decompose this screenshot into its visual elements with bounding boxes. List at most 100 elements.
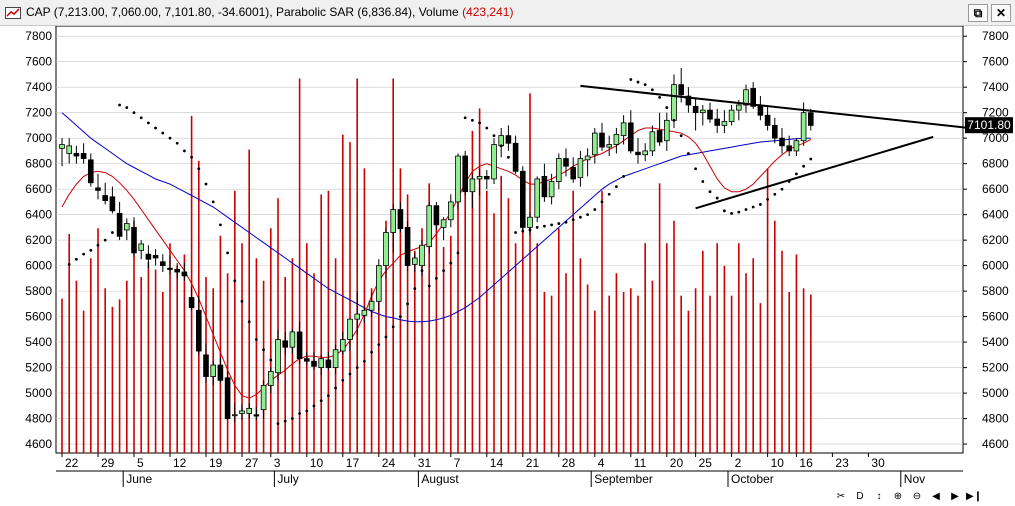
candle-down xyxy=(397,209,404,230)
zoom-out-icon[interactable]: ⊖ xyxy=(912,491,922,502)
y-tick-label-right: 5200 xyxy=(982,361,1009,375)
sar-dot xyxy=(197,167,201,171)
scroll-end-icon[interactable]: ▶❙ xyxy=(966,491,983,502)
candle-up xyxy=(267,371,274,386)
move-icon[interactable]: ↕ xyxy=(876,491,882,502)
sar-dot xyxy=(240,299,244,303)
sar-dot xyxy=(82,252,85,256)
sar-dot xyxy=(600,200,604,204)
candle-down xyxy=(303,358,310,362)
y-tick-label-right: 4800 xyxy=(982,412,1009,426)
sar-dot xyxy=(564,220,568,224)
candle-down xyxy=(325,359,332,369)
candle-down xyxy=(541,176,548,198)
scroll-right-icon[interactable]: ▶ xyxy=(951,491,959,502)
sar-dot xyxy=(67,262,71,266)
candle-down xyxy=(159,261,166,267)
sar-dot xyxy=(291,417,294,420)
y-tick-label-right: 7200 xyxy=(982,106,1009,120)
y-tick-label-left: 6600 xyxy=(25,182,52,196)
x-day-label: 24 xyxy=(382,456,396,470)
scroll-left-icon[interactable]: ◀ xyxy=(932,491,940,502)
draw-icon[interactable]: D xyxy=(856,491,864,502)
candle-up xyxy=(339,339,346,352)
sar-dot xyxy=(751,205,755,209)
y-tick-label-right: 6000 xyxy=(982,259,1009,273)
sar-dot xyxy=(298,412,301,415)
sar-dot xyxy=(276,422,280,426)
candle-down xyxy=(685,95,692,106)
candle-up xyxy=(390,209,396,233)
candle-down xyxy=(152,255,159,259)
x-month-label: June xyxy=(126,472,152,486)
sar-dot xyxy=(687,152,690,155)
sar-dot xyxy=(139,116,143,120)
candle-up xyxy=(548,181,555,198)
sar-dot xyxy=(615,185,618,189)
close-icon: ✕ xyxy=(995,6,1007,20)
candle-down xyxy=(404,226,411,267)
sar-dot xyxy=(255,338,258,341)
candle-up xyxy=(246,407,253,414)
sar-dot xyxy=(802,164,805,168)
sar-dot xyxy=(147,121,150,125)
sar-dot xyxy=(499,144,503,148)
candle-up xyxy=(318,358,324,369)
candle-down xyxy=(253,414,260,417)
y-tick-label-left: 5600 xyxy=(25,310,52,324)
y-tick-label-left: 5400 xyxy=(25,335,52,349)
sar-dot xyxy=(219,223,222,227)
restore-window-button[interactable]: ⧉ xyxy=(968,4,988,22)
close-window-button[interactable]: ✕ xyxy=(991,4,1011,22)
y-tick-label-left: 5000 xyxy=(25,386,52,400)
sar-dot xyxy=(773,192,777,196)
sar-dot xyxy=(406,302,409,306)
sar-dot xyxy=(528,228,532,232)
y-tick-label-right: 6400 xyxy=(982,208,1009,222)
sar-dot xyxy=(269,358,273,362)
sar-dot xyxy=(377,343,381,347)
candle-down xyxy=(786,145,792,152)
sar-dot xyxy=(435,276,438,280)
sar-dot xyxy=(161,131,165,135)
sar-dot xyxy=(701,180,705,183)
y-tick-label-left: 6800 xyxy=(25,157,52,171)
chart-title: CAP (7,213.00, 7,060.00, 7,101.80, -34.6… xyxy=(26,5,513,19)
x-day-label: 19 xyxy=(209,456,223,470)
candle-up xyxy=(275,339,281,374)
sar-dot xyxy=(283,419,287,423)
sar-dot xyxy=(780,187,784,191)
sar-dot xyxy=(190,155,194,159)
sar-dot xyxy=(715,196,719,200)
sar-dot xyxy=(420,269,424,273)
sar-dot xyxy=(96,243,100,247)
candle-up xyxy=(793,140,800,152)
sar-dot xyxy=(341,378,345,382)
x-day-label: 25 xyxy=(699,456,713,470)
candle-up xyxy=(368,300,375,311)
y-tick-label-right: 6800 xyxy=(982,157,1009,171)
y-tick-label-right: 7800 xyxy=(982,29,1009,43)
candle-up xyxy=(664,119,670,142)
candle-down xyxy=(73,153,80,157)
x-day-label: 11 xyxy=(634,456,647,470)
candle-up xyxy=(440,219,447,228)
x-day-label: 31 xyxy=(418,456,432,470)
sar-dot xyxy=(175,141,179,145)
y-tick-label-left: 7400 xyxy=(25,80,52,94)
y-tick-label-left: 7000 xyxy=(25,131,52,145)
sar-dot xyxy=(665,106,669,109)
zoom-fit-icon[interactable]: ✂ xyxy=(836,491,846,502)
candle-down xyxy=(750,88,756,107)
y-tick-label-left: 6200 xyxy=(25,233,52,247)
candle-down xyxy=(808,112,814,126)
sar-dot xyxy=(535,225,539,229)
zoom-in-icon[interactable]: ⊕ xyxy=(893,491,903,502)
candle-up xyxy=(498,135,504,147)
stock-chart[interactable]: 4600 4600 4800 4800 5000 5000 5200 5200 5400 5400… xyxy=(0,26,1015,489)
x-day-label: 21 xyxy=(526,456,540,470)
sar-dot xyxy=(226,251,230,255)
candle-down xyxy=(692,105,699,114)
sar-dot xyxy=(636,80,640,84)
sar-dot xyxy=(521,229,525,233)
